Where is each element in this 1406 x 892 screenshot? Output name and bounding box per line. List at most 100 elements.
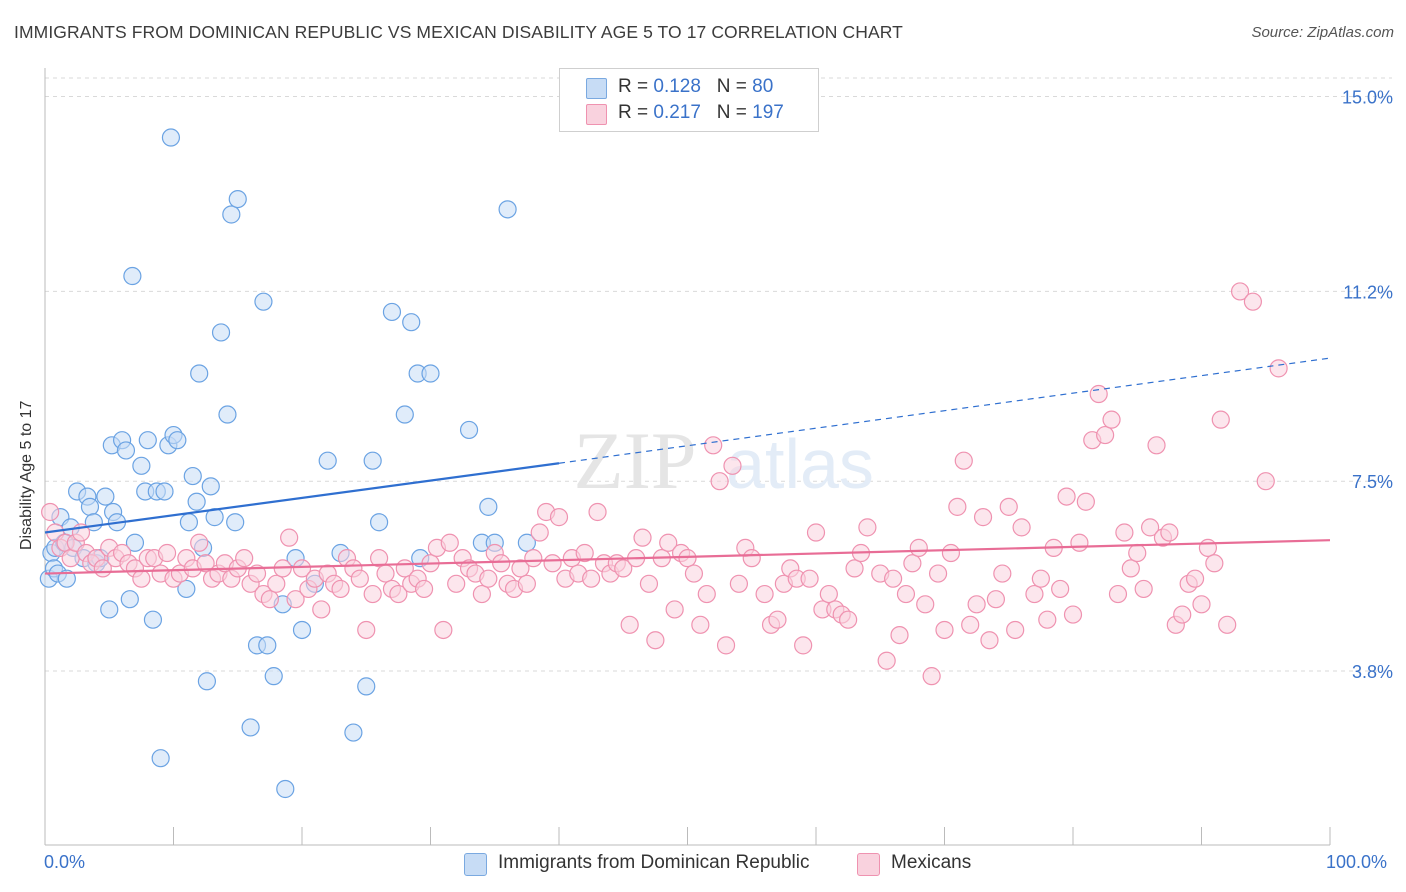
point-mexicans [235,549,254,568]
point-dominican [211,323,231,342]
point-mexicans [434,620,453,640]
point-mexicans [357,620,376,640]
point-dominican [498,200,517,219]
point-dominican [226,513,245,532]
point-dominican [168,431,187,450]
point-dominican [190,364,209,383]
point-mexicans [1051,579,1070,599]
point-dominican [57,569,76,588]
point-mexicans [1269,359,1288,378]
trend-line-dominican-extrapolated [558,357,1331,464]
point-mexicans [1218,615,1237,634]
point-mexicans [1012,518,1031,537]
point-mexicans [691,615,710,634]
series-dominican-republic [39,128,536,799]
point-dominican [292,620,312,640]
point-mexicans [768,610,787,629]
point-mexicans [1147,436,1166,455]
point-dominican [197,672,217,691]
y-tick-labels: 3.8% 7.5% 11.2% 15.0% [1342,88,1393,683]
legend-swatch-blue [586,78,607,99]
point-mexicans [267,574,286,593]
point-dominican [318,451,337,470]
point-mexicans [1192,595,1211,614]
point-mexicans [973,508,993,527]
point-dominican [177,579,196,599]
point-mexicans [839,610,858,629]
point-mexicans [697,584,716,604]
r-value-mexicans: 0.217 [653,102,701,123]
point-dominican [258,636,277,655]
point-mexicans [909,538,928,557]
point-mexicans [479,569,498,588]
point-mexicans [41,502,60,522]
point-mexicans [620,615,639,634]
watermark-atlas: atlas [726,425,874,503]
point-mexicans [1025,584,1044,604]
legend-swatch-pink [586,104,607,125]
n-value-dominican: 80 [752,76,774,97]
y-tick-label: 3.8% [1352,662,1393,682]
point-mexicans [723,456,742,475]
legend-swatch-mexicans [857,853,880,876]
watermark-zip: ZIP [574,415,697,506]
point-mexicans [260,590,279,609]
point-mexicans [993,564,1012,583]
point-mexicans [190,533,209,552]
trend-line-mexicans [44,539,1331,575]
point-mexicans [678,549,697,568]
point-mexicans [1185,569,1205,588]
n-value-mexicans: 197 [752,102,784,123]
point-dominican [116,441,136,460]
point-dominican [363,451,382,470]
point-dominican [222,205,241,224]
point-mexicans [1128,543,1147,563]
point-mexicans [877,651,896,670]
point-mexicans [1038,610,1057,629]
point-dominican [517,533,536,552]
r-value-dominican: 0.128 [653,76,701,97]
point-mexicans [588,502,607,522]
point-dominican [264,667,283,686]
point-mexicans [331,579,350,599]
point-mexicans [1096,425,1115,445]
point-mexicans [575,543,594,563]
point-mexicans [1031,569,1050,588]
point-dominican [201,477,220,496]
point-dominican [183,466,202,486]
point-mexicans [1140,518,1160,537]
point-mexicans [524,549,543,568]
point-mexicans [530,523,549,542]
point-dominican [187,492,206,511]
legend-text-dominican: R = 0.128 N = 80 [618,76,774,97]
point-mexicans [755,584,774,604]
legend-swatch-dominican [464,853,487,876]
point-mexicans [794,636,813,655]
point-dominican [241,718,260,737]
point-mexicans [312,600,331,619]
point-dominican [459,420,479,440]
point-mexicans [511,559,530,578]
point-dominican [218,405,237,424]
point-mexicans [517,574,536,593]
point-dominican [96,487,115,506]
point-mexicans [845,559,864,578]
point-dominican [138,431,157,450]
point-dominican [228,189,247,209]
point-mexicans [903,554,922,573]
point-mexicans [896,584,916,604]
point-mexicans [710,472,729,491]
series-mexicans [41,282,1288,686]
point-mexicans [986,590,1006,609]
point-mexicans [292,559,312,578]
point-mexicans [1076,492,1095,511]
point-dominican [402,313,421,332]
legend-label-mexicans: Mexicans [891,852,972,873]
point-mexicans [350,569,369,588]
point-dominican [125,533,145,552]
point-mexicans [665,600,684,619]
x-tick-label-min: 0.0% [44,852,86,872]
point-mexicans [928,564,948,583]
legend-label-dominican: Immigrants from Dominican Republic [498,852,810,873]
